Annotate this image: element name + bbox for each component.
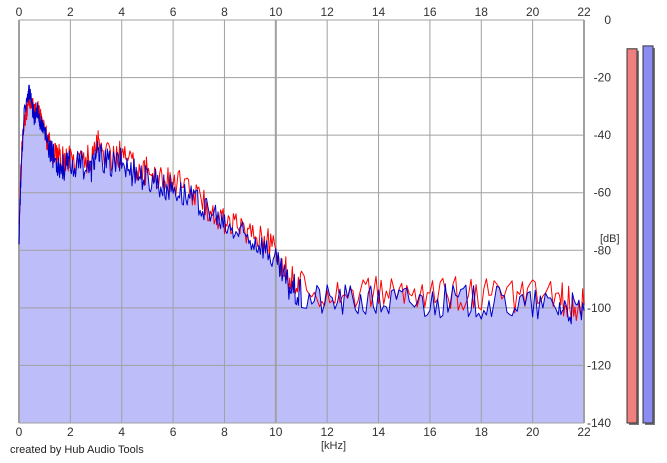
spectrum-fill-area: [19, 85, 584, 423]
y-tick-label: -40: [594, 128, 612, 142]
top-x-tick-label: 0: [16, 5, 23, 19]
y-tick-label: 0: [604, 13, 611, 27]
x-axis-label: [kHz]: [321, 440, 346, 452]
top-x-tick-label: 6: [170, 5, 177, 19]
bottom-x-tick-labels: 0 2 4 6 8 10 12 14 16 18 20 22: [16, 425, 591, 439]
top-x-tick-label: 16: [423, 5, 437, 19]
top-x-tick-labels: 0 2 4 6 8 10 12 14 16 18 20 22: [16, 5, 591, 19]
y-tick-label: -120: [587, 358, 611, 372]
grid-lines: [18, 19, 585, 424]
y-tick-label: -60: [594, 186, 612, 200]
bottom-x-tick-label: 2: [67, 425, 74, 439]
top-x-tick-label: 10: [269, 5, 283, 19]
y-tick-label: -20: [594, 71, 612, 85]
bottom-x-tick-label: 12: [321, 425, 335, 439]
y-tick-labels: 0 -20 -40 -60 -80 -100 -120 -140: [587, 13, 611, 430]
bottom-x-tick-label: 20: [526, 425, 540, 439]
bottom-x-tick-label: 8: [221, 425, 228, 439]
bottom-x-tick-label: 6: [170, 425, 177, 439]
series-line-left: [18, 94, 585, 321]
level-meters: [626, 45, 655, 426]
bottom-x-tick-label: 22: [577, 425, 591, 439]
bottom-x-tick-label: 14: [372, 425, 386, 439]
top-x-tick-label: 12: [321, 5, 335, 19]
y-tick-label: -80: [594, 243, 612, 257]
top-x-tick-label: 2: [67, 5, 74, 19]
series-line-right: [18, 84, 585, 325]
y-tick-label: -140: [587, 416, 611, 430]
level-meter-right: [642, 45, 654, 424]
top-x-tick-label: 14: [372, 5, 386, 19]
bottom-x-tick-label: 10: [269, 425, 283, 439]
y-axis-label: [dB]: [600, 233, 620, 245]
credit-text: created by Hub Audio Tools: [10, 444, 144, 456]
channel-lines: [18, 84, 585, 325]
bottom-x-tick-label: 16: [423, 425, 437, 439]
bottom-x-tick-label: 0: [16, 425, 23, 439]
top-x-tick-label: 18: [475, 5, 489, 19]
bottom-x-tick-label: 4: [118, 425, 125, 439]
bottom-x-tick-label: 18: [475, 425, 489, 439]
top-x-tick-label: 22: [577, 5, 591, 19]
top-x-tick-label: 20: [526, 5, 540, 19]
top-x-tick-label: 4: [118, 5, 125, 19]
top-x-tick-label: 8: [221, 5, 228, 19]
y-tick-label: -100: [587, 301, 611, 315]
level-meter-left: [626, 48, 638, 424]
